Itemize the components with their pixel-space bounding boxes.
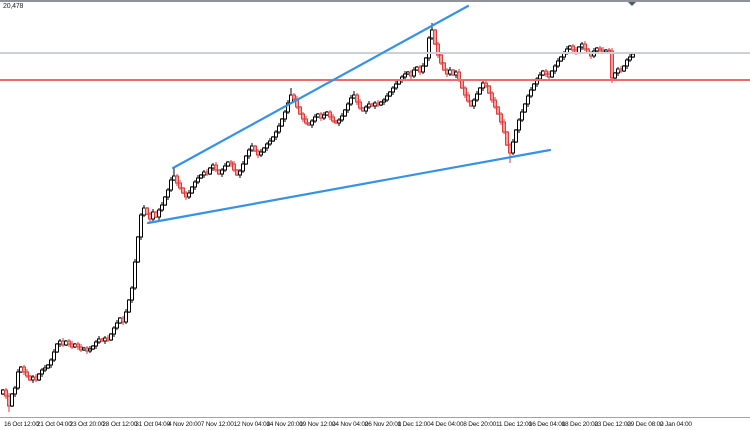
x-axis-label: 26 Nov 20:00 <box>364 421 402 428</box>
x-axis-label: 1 Dec 12:00 <box>397 421 431 428</box>
x-axis-label: 18 Dec 20:00 <box>561 421 598 428</box>
x-axis-label: 21 Oct 04:00 <box>36 421 72 428</box>
x-axis-label: 4 Dec 04:00 <box>430 421 464 428</box>
x-axis-label: 11 Dec 12:00 <box>496 421 532 428</box>
wedge-upper-trendline[interactable] <box>171 4 470 170</box>
x-axis-label: 28 Oct 12:00 <box>102 421 138 428</box>
x-axis-label: 23 Dec 12:00 <box>594 421 631 428</box>
x-axis-label: 24 Nov 04:00 <box>332 421 369 428</box>
candlestick-chart[interactable] <box>0 0 750 417</box>
candles <box>1 23 635 412</box>
x-axis-label: 23 Oct 20:00 <box>69 421 105 428</box>
x-axis-label: 14 Nov 20:00 <box>266 421 303 428</box>
wedge-lower-trendline[interactable] <box>146 148 552 225</box>
x-axis-label: 16 Oct 12:00 <box>4 421 39 428</box>
x-axis-label: 2 Jan 04:00 <box>660 421 692 428</box>
x-axis-label: 16 Dec 04:00 <box>528 421 566 428</box>
x-axis-label: 12 Nov 04:00 <box>233 421 270 428</box>
x-axis: 16 Oct 12:00 21 Oct 04:00 23 Oct 20:00 28 O… <box>0 417 750 430</box>
x-axis-label: 29 Dec 08:00 <box>627 421 664 428</box>
x-axis-label: 31 Oct 04:00 <box>135 421 171 428</box>
x-axis-label: 19 Nov 12:00 <box>299 421 336 428</box>
x-axis-label: 7 Nov 12:00 <box>200 421 234 428</box>
x-axis-label: 4 Nov 20:00 <box>168 421 201 428</box>
symbol-value-label: 20,478 <box>3 3 24 10</box>
window-top-border <box>0 0 750 2</box>
chart-shift-marker-icon <box>628 2 636 6</box>
x-axis-label: 8 Dec 20:00 <box>463 421 497 428</box>
